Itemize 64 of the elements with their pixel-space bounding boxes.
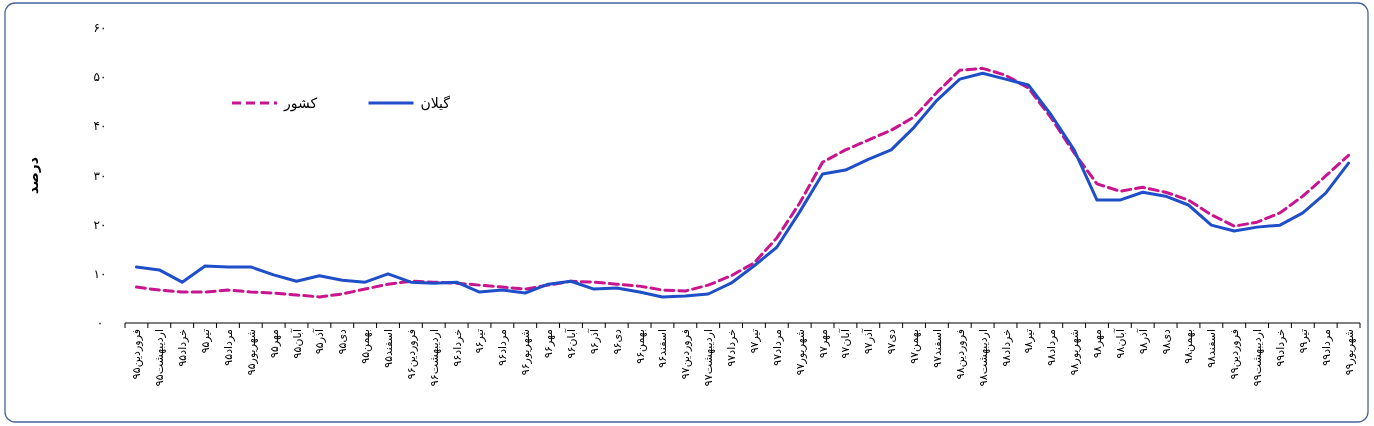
x-tick-label: دی۹۷ [885,328,899,355]
x-tick-label: شهریور۹۷ [793,329,807,376]
y-tick-label: ۳۰ [93,168,107,183]
x-tick-label: آذر۹۵ [312,328,327,355]
x-tick-label: مهر۹۷ [816,328,830,358]
y-tick-label: ۵۰ [93,70,107,85]
x-tick-label: آذر۹۷ [861,328,876,355]
y-tick-label: ۱۰ [93,266,107,281]
x-tick-label: بهمن۹۷ [908,329,922,364]
x-tick-label: بهمن۹۶ [633,329,647,364]
x-tick-label: بهمن۹۵ [359,329,373,364]
x-tick-label: اسفند۹۷ [930,329,944,368]
y-axis-title: درصد [25,157,41,194]
x-tick-label: فروردین۹۵ [130,329,144,380]
x-tick-label: شهریور۹۶ [519,329,533,376]
x-tick-label: خرداد۹۵ [176,329,190,367]
x-tick-label: اردیبهشت۹۷ [702,329,716,387]
x-tick-label: فروردین۹۸ [953,329,967,380]
x-tick-label: دی۹۶ [610,328,624,355]
x-tick-label: اردیبهشت۹۵ [153,329,167,387]
y-tick-label: ۴۰ [93,119,107,134]
x-tick-label: دی۹۸ [1159,328,1173,355]
x-tick-label: اردیبهشت۹۸ [976,329,990,387]
x-tick-label: مرداد۹۹ [1319,328,1333,366]
x-tick-label: اردیبهشت۹۶ [427,329,441,387]
x-tick-label: مرداد۹۸ [1045,328,1059,366]
x-tick-label: تیر۹۷ [747,329,761,354]
x-tick-label: خرداد۹۷ [725,329,739,367]
x-tick-label: اسفند۹۶ [656,329,670,368]
x-tick-label: خرداد۹۹ [1273,329,1287,367]
x-tick-label: تیر۹۶ [473,329,487,354]
x-tick-label: تیر۹۸ [1022,329,1036,354]
x-tick-label: آذر۹۶ [586,328,601,355]
x-tick-label: آذر۹۸ [1135,328,1150,355]
x-tick-label: اردیبهشت۹۹ [1251,329,1265,387]
y-tick-label: ۶۰ [93,21,107,35]
legend-label: گیلان [420,95,451,111]
x-tick-label: آبان۹۷ [838,328,853,359]
x-tick-label: فروردین۹۷ [679,329,693,380]
x-tick-label: آبان۹۶ [563,328,578,359]
x-tick-label: مرداد۹۷ [770,328,784,366]
x-tick-label: شهریور۹۵ [244,329,258,376]
x-tick-label: آبان۹۵ [289,328,304,359]
x-tick-label: بهمن۹۸ [1182,329,1196,364]
x-tick-label: مرداد۹۵ [221,328,235,366]
x-tick-label: شهریور۹۹ [1342,329,1356,376]
x-tick-label: دی۹۵ [336,328,350,355]
legend-label: کشور [283,95,318,112]
x-tick-label: فروردین۹۶ [404,329,418,380]
x-tick-label: خرداد۹۶ [450,329,464,367]
x-tick-label: مهر۹۶ [542,328,556,358]
x-tick-label: شهریور۹۸ [1068,329,1082,376]
x-tick-label: تیر۹۵ [199,329,213,354]
y-tick-label: ۲۰ [93,217,107,232]
x-tick-label: مهر۹۸ [1090,328,1104,358]
x-tick-label: آبان۹۸ [1112,328,1127,359]
x-tick-label: مهر۹۵ [267,328,281,358]
x-tick-label: اسفند۹۵ [382,329,396,368]
x-tick-label: مرداد۹۶ [496,328,510,366]
x-tick-label: اسفند۹۸ [1205,329,1219,368]
x-tick-label: خرداد۹۸ [999,329,1013,367]
y-tick-label: ۰ [96,316,104,330]
x-tick-label: فروردین۹۹ [1228,329,1242,380]
x-tick-label: تیر۹۹ [1296,329,1310,354]
